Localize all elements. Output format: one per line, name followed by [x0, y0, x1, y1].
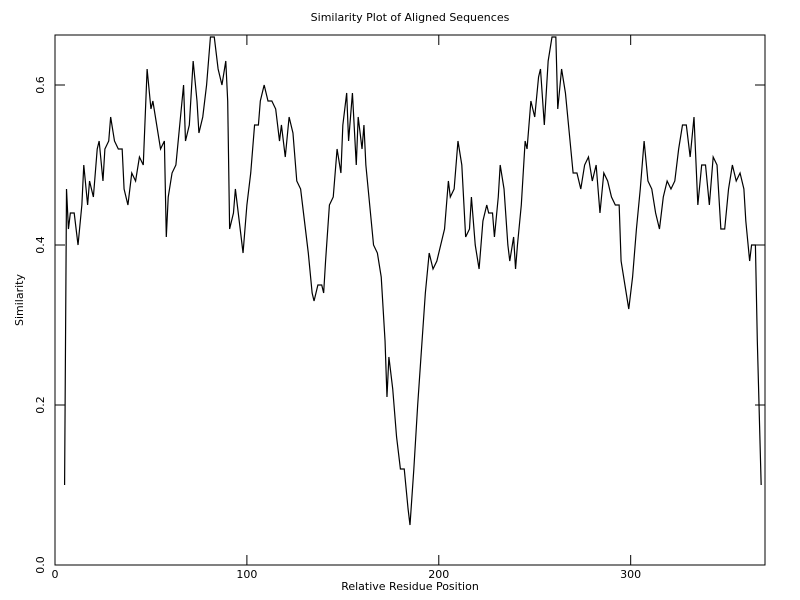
y-tick-label: 0.6: [34, 76, 47, 94]
y-tick-label: 0.0: [34, 556, 47, 574]
y-axis-label: Similarity: [13, 274, 26, 326]
y-tick-label: 0.2: [34, 396, 47, 414]
x-axis-label: Relative Residue Position: [341, 580, 479, 593]
x-tick-label: 0: [52, 568, 59, 581]
x-tick-label: 200: [428, 568, 449, 581]
y-tick-label: 0.4: [34, 236, 47, 254]
plot-frame: [54, 34, 766, 566]
x-tick-label: 100: [236, 568, 257, 581]
similarity-line: [63, 36, 762, 526]
x-tick-label: 300: [620, 568, 641, 581]
chart-title: Similarity Plot of Aligned Sequences: [311, 11, 510, 24]
